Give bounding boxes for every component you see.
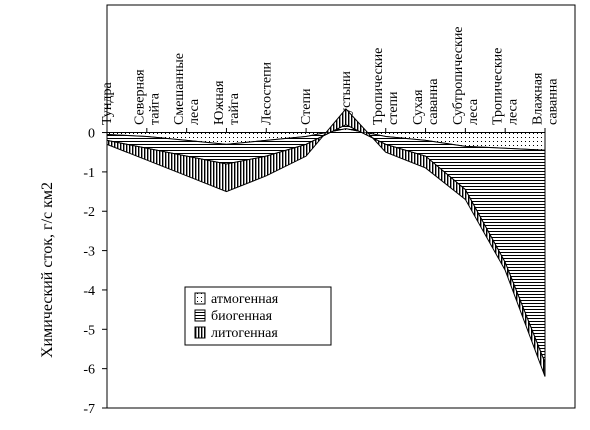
y-tick-label: 0 (88, 127, 95, 142)
y-tick-label: -5 (83, 323, 95, 338)
x-tick-label: Тундра (100, 82, 115, 125)
area (106, 108, 546, 377)
x-tick-label: Влажнаясаванна (531, 72, 561, 125)
x-tick-label: Степи (299, 88, 314, 125)
legend-swatch (194, 292, 206, 305)
x-tick-label: Севернаятайга (132, 69, 162, 125)
y-tick-label: -1 (83, 166, 95, 181)
y-tick-label: -7 (83, 402, 95, 417)
y-tick-label: -2 (83, 205, 95, 220)
x-tick-label: Сухаясаванна (411, 78, 441, 125)
x-tick-label: Смешанныелеса (172, 53, 202, 125)
legend-label: биогенная (211, 309, 273, 324)
x-tick-label: Тропическиелеса (491, 48, 521, 125)
legend-box (184, 286, 332, 346)
legend-label: атмогенная (211, 292, 279, 307)
y-axis-label: Химический сток, г/с км2 (39, 182, 56, 358)
y-tick-label: -4 (83, 284, 95, 299)
x-tick-label: Субтропическиелеса (451, 26, 481, 125)
x-tick-label: Лесостепи (259, 61, 274, 125)
y-tick-label: -6 (83, 363, 95, 378)
legend-swatch (194, 326, 206, 339)
x-tick-label: Тропическиестепи (371, 48, 401, 125)
x-tick-label: Пустыни (339, 71, 354, 125)
y-tick-label: -3 (83, 245, 95, 260)
legend-label: литогенная (211, 326, 278, 341)
legend-swatch (194, 309, 206, 322)
x-tick-label: Южнаятайга (212, 80, 242, 125)
